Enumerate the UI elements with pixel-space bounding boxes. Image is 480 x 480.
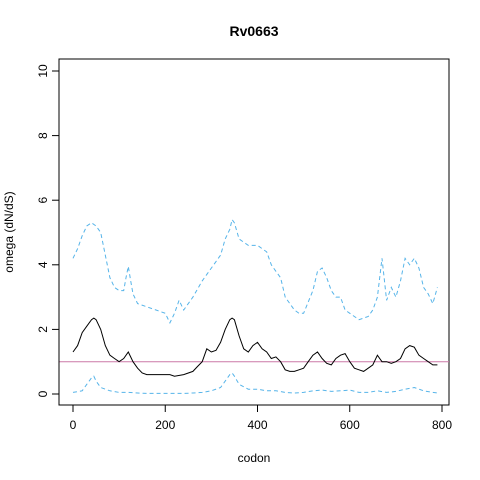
series-lower-line <box>72 372 438 394</box>
y-axis-label: omega (dN/dS) <box>2 191 16 272</box>
chart-title: Rv0663 <box>229 23 278 39</box>
y-tick-label: 2 <box>36 326 50 333</box>
x-tick-label: 0 <box>70 418 77 432</box>
y-tick-label: 0 <box>36 390 50 397</box>
x-tick-label: 200 <box>155 418 175 432</box>
y-tick-label: 10 <box>36 64 50 78</box>
x-tick-label: 800 <box>432 418 452 432</box>
series-upper-line <box>72 218 438 325</box>
y-tick-label: 6 <box>36 197 50 204</box>
y-tick-label: 8 <box>36 132 50 139</box>
x-axis-label: codon <box>238 451 271 465</box>
series-estimate-line <box>72 317 438 377</box>
x-tick-label: 400 <box>247 418 267 432</box>
x-tick-label: 600 <box>340 418 360 432</box>
plot-frame <box>58 58 450 406</box>
y-tick-label: 4 <box>36 261 50 268</box>
